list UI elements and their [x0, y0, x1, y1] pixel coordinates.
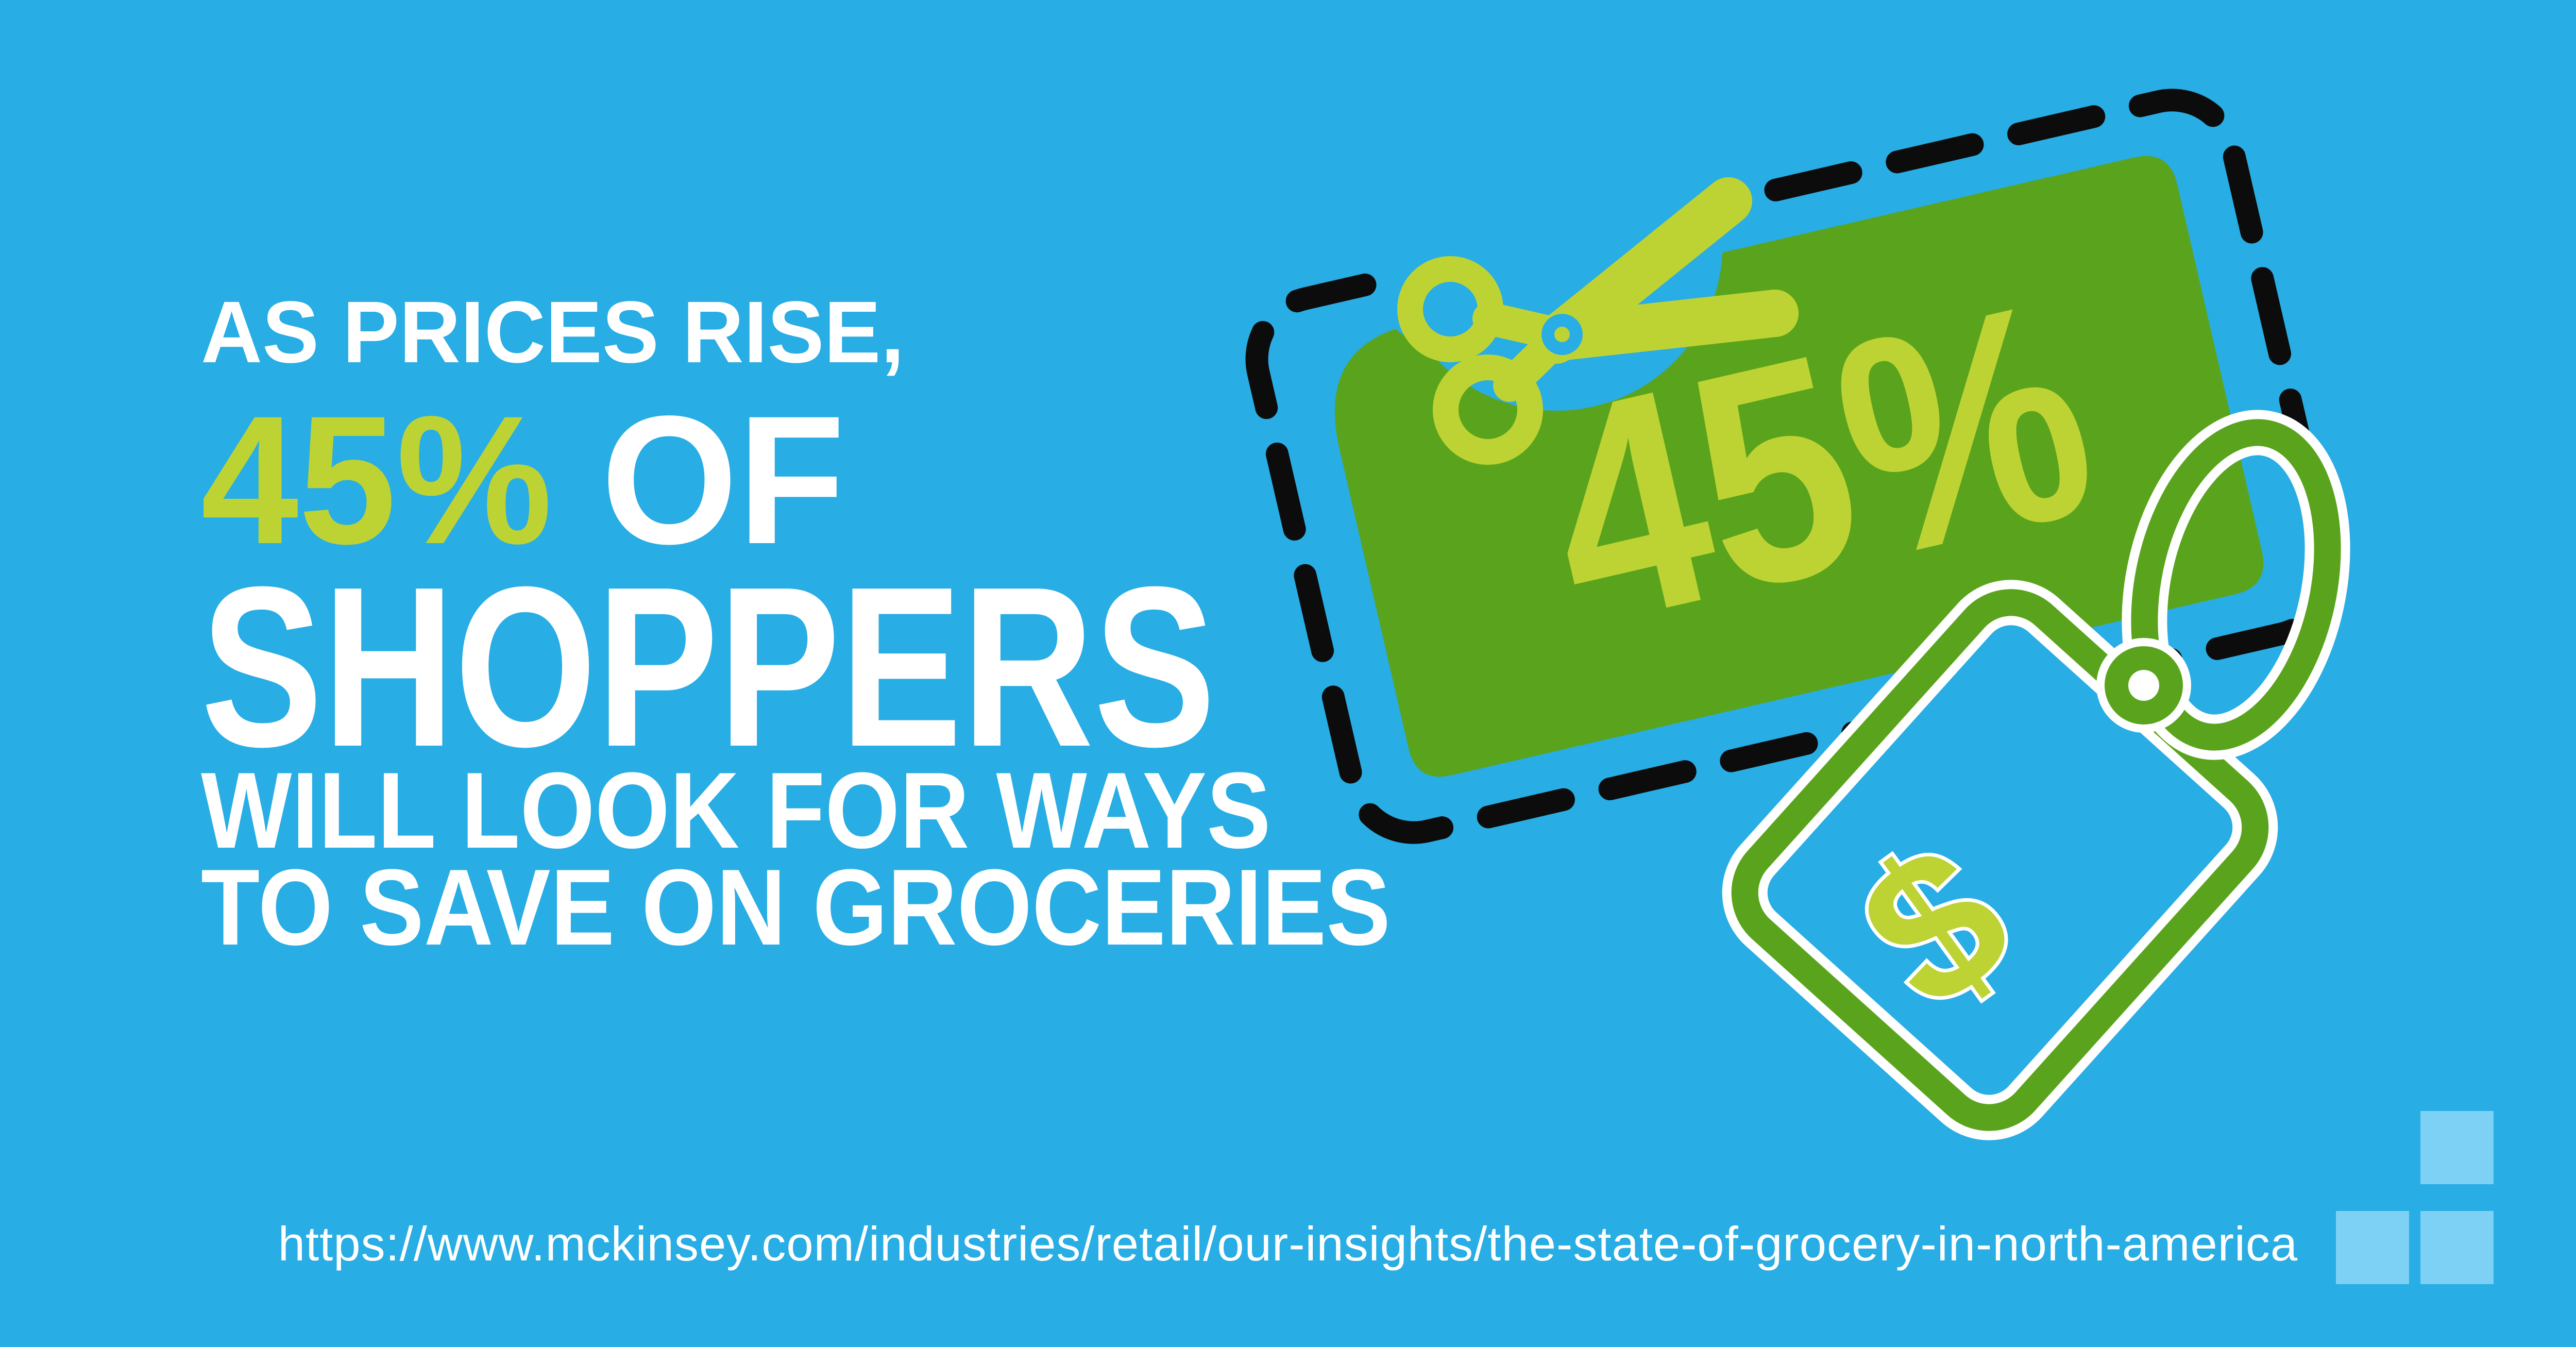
logo-square-bottom-left [2336, 1211, 2409, 1284]
headline-line-4: WILL LOOK FOR WAYS [201, 756, 1403, 865]
price-tag-eyelet-hole [2128, 670, 2159, 701]
price-tag-icon: $ [1722, 410, 2350, 1140]
source-url-link[interactable]: https://www.mckinsey.com/industries/reta… [278, 1217, 2298, 1271]
three-squares-logo [2336, 1111, 2494, 1284]
logo-square-bottom-right [2420, 1211, 2494, 1284]
source-url: https://www.mckinsey.com/industries/reta… [0, 1216, 2576, 1272]
price-tag-string-loop [2122, 410, 2350, 760]
headline-line-1: AS PRICES RISE, [201, 289, 926, 376]
headline-stat-45-percent: 45% [201, 378, 553, 582]
loop-outline-green [2131, 419, 2341, 751]
scissors-icon [1397, 177, 1799, 465]
headline-line-5: TO SAVE ON GROCERIES [201, 853, 1537, 962]
scissors-pivot-inner [1554, 327, 1570, 342]
scissors-lower-blade [1532, 290, 1799, 361]
headline-line-2: 45% OF [201, 389, 872, 572]
headline-line-5-text: TO SAVE ON GROCERIES [201, 847, 1391, 968]
headline-line-4-text: WILL LOOK FOR WAYS [201, 750, 1271, 871]
scissors-lower-handle [1433, 355, 1543, 465]
logo-square-top-right [2420, 1111, 2494, 1184]
headline-line-3: SHOPPERS [201, 552, 1469, 781]
headline-line-3-text: SHOPPERS [201, 539, 1216, 794]
headline-line-2-rest: OF [552, 378, 845, 582]
scissors-upper-handle [1397, 256, 1503, 362]
headline-line-1-text: AS PRICES RISE, [201, 283, 905, 381]
